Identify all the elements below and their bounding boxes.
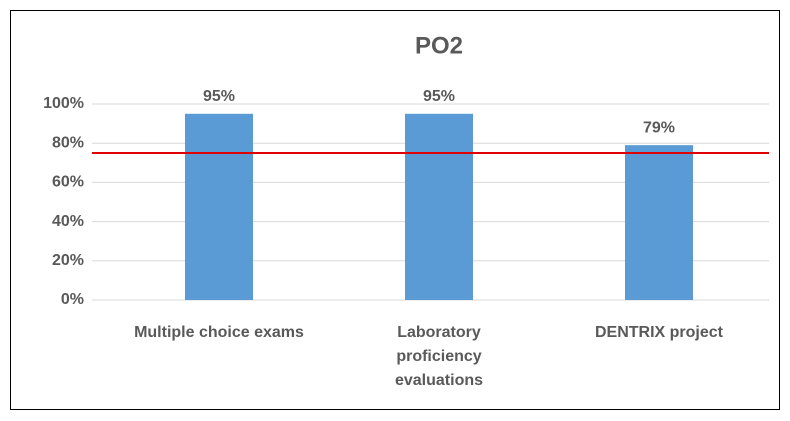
y-tick-label: 0% bbox=[61, 291, 84, 308]
y-tick-label: 80% bbox=[52, 134, 84, 151]
y-tick-label: 20% bbox=[52, 252, 84, 269]
chart-title: PO2 bbox=[415, 32, 463, 59]
bar bbox=[405, 113, 473, 300]
y-tick-label: 100% bbox=[43, 95, 84, 112]
bar bbox=[625, 145, 693, 300]
data-label: 95% bbox=[203, 88, 235, 105]
y-tick-label: 40% bbox=[52, 213, 84, 230]
bar bbox=[185, 113, 253, 300]
data-label: 79% bbox=[643, 119, 675, 136]
x-tick-label: Laboratory proficiency evaluations bbox=[394, 324, 484, 389]
data-label: 95% bbox=[423, 88, 455, 105]
x-tick-label: Multiple choice exams bbox=[134, 324, 304, 341]
y-tick-label: 60% bbox=[52, 174, 84, 191]
x-tick-label: DENTRIX project bbox=[594, 324, 723, 341]
